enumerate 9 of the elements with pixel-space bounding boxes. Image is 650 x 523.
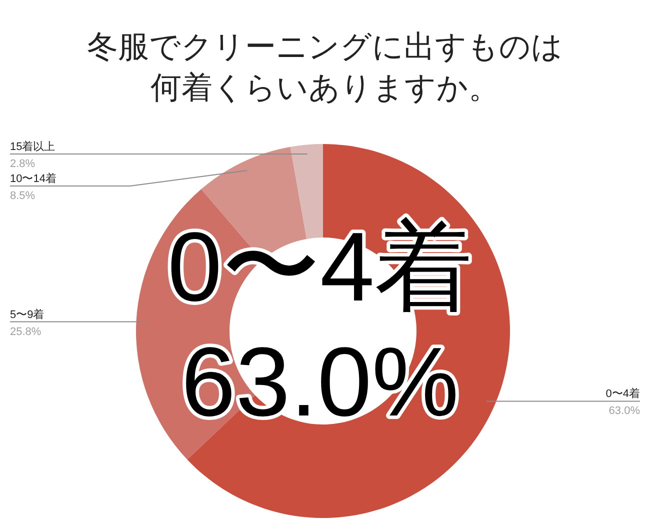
data-label: 25.8%: [10, 326, 42, 338]
slice-label: 0〜4着: [606, 387, 640, 400]
title: 冬服でクリーニングに出すものは何着くらいありますか。: [87, 29, 563, 105]
data-label: 63.0%: [608, 405, 640, 418]
data-label: 2.8%: [10, 158, 36, 170]
slice-label: 10〜14着: [10, 172, 56, 186]
data-label: 8.5%: [10, 190, 36, 202]
slice-label: 15着以上: [10, 140, 56, 154]
slice-label: 5〜9着: [10, 308, 44, 321]
